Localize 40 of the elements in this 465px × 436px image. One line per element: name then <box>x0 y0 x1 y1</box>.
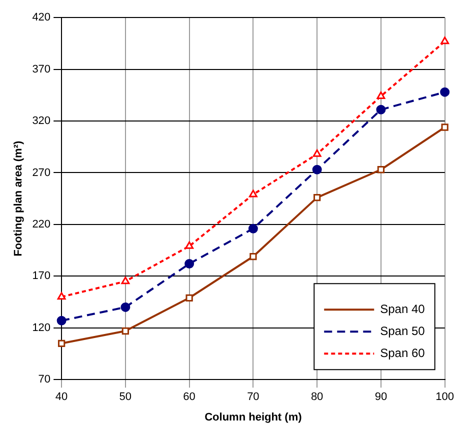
x-axis-title: Column height (m) <box>204 411 302 424</box>
y-tick-label: 320 <box>32 115 51 128</box>
y-tick-label: 270 <box>32 166 51 179</box>
point <box>120 302 130 312</box>
y-tick-label: 220 <box>32 218 51 230</box>
x-tick-label: 80 <box>310 391 324 404</box>
legend-label: Span 50 <box>380 324 426 338</box>
point <box>312 164 322 174</box>
point <box>377 166 385 174</box>
point <box>376 104 386 114</box>
x-tick-label: 90 <box>374 391 388 404</box>
point <box>312 149 322 157</box>
y-axis-title: Footing plan area (m²) <box>12 140 25 256</box>
point <box>441 124 448 131</box>
x-tick-label: 50 <box>119 391 132 404</box>
y-tick-label: 120 <box>32 322 51 334</box>
x-tick-label: 100 <box>436 391 454 404</box>
point <box>122 327 130 335</box>
point <box>185 241 194 249</box>
point <box>313 194 321 202</box>
y-tick-label: 420 <box>32 12 51 24</box>
point <box>56 316 66 326</box>
y-tick-label: 370 <box>32 63 51 76</box>
legend-label: Span 60 <box>380 346 426 360</box>
point <box>440 36 450 44</box>
point <box>248 190 258 198</box>
point <box>440 87 450 97</box>
x-tick-label: 60 <box>183 391 196 404</box>
point <box>121 276 130 284</box>
legend-label: Span 40 <box>380 302 426 316</box>
x-tick-label: 40 <box>55 391 68 404</box>
x-tick-label: 70 <box>247 391 260 404</box>
point <box>186 294 193 302</box>
point <box>376 91 386 99</box>
point <box>248 224 258 234</box>
y-tick-label: 170 <box>32 270 51 282</box>
point <box>184 259 194 269</box>
y-tick-label: 70 <box>38 374 51 386</box>
point <box>250 252 257 260</box>
point <box>58 340 66 347</box>
